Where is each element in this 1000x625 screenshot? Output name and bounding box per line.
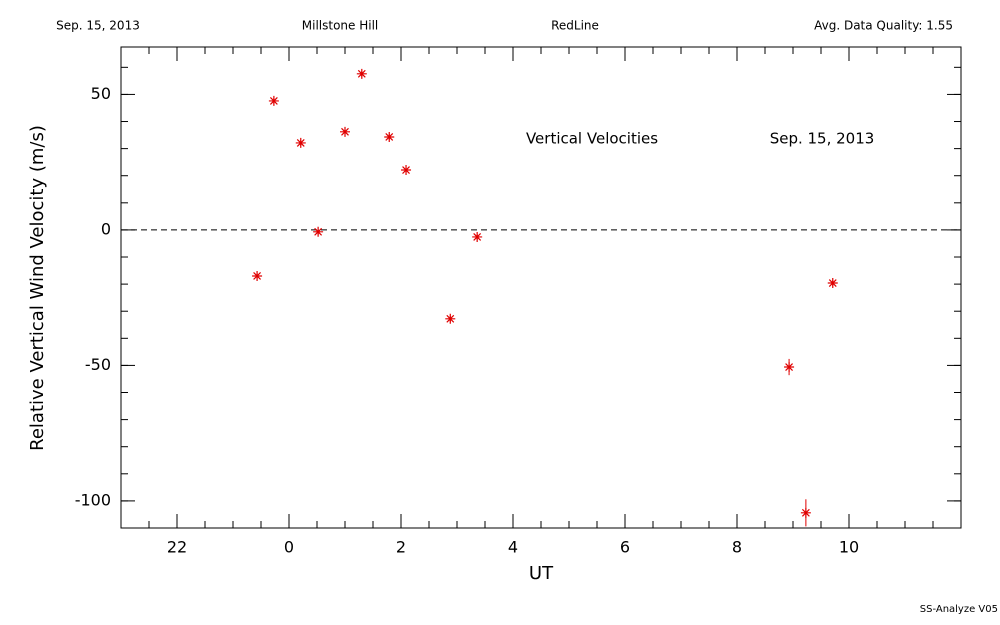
point [827,278,838,289]
point [295,137,306,148]
annotation: Vertical Velocities [526,130,658,148]
point [340,126,350,137]
point [401,165,412,176]
x-tick-label: 10 [839,538,859,557]
point [800,507,811,518]
y-tick-label: -100 [75,490,111,509]
plot-frame [120,46,962,529]
x-tick-label: 4 [508,538,518,557]
y-tick-label: 50 [91,84,111,103]
point [784,362,795,373]
footer: SS-Analyze V05 [920,604,998,615]
header-date: Sep. 15, 2013 [56,19,140,33]
x-tick-label: 22 [167,538,187,557]
x-tick-label: 6 [620,538,630,557]
point [252,270,263,281]
header-line: RedLine [551,19,599,33]
header-quality: Avg. Data Quality: 1.55 [814,19,953,33]
y-tick-label: -50 [85,355,111,374]
x-tick-label: 8 [732,538,742,557]
point [313,226,324,237]
y-axis-label: Relative Vertical Wind Velocity (m/s) [27,125,48,451]
point [472,231,483,242]
x-axis-label: UT [529,563,554,584]
point [445,313,456,324]
y-tick-label: 0 [101,219,111,238]
point [268,95,279,106]
annotation: Sep. 15, 2013 [770,130,875,148]
header-site: Millstone Hill [302,19,378,33]
x-tick-label: 0 [284,538,294,557]
x-tick-label: 2 [396,538,406,557]
point [384,131,395,142]
point [356,68,367,79]
